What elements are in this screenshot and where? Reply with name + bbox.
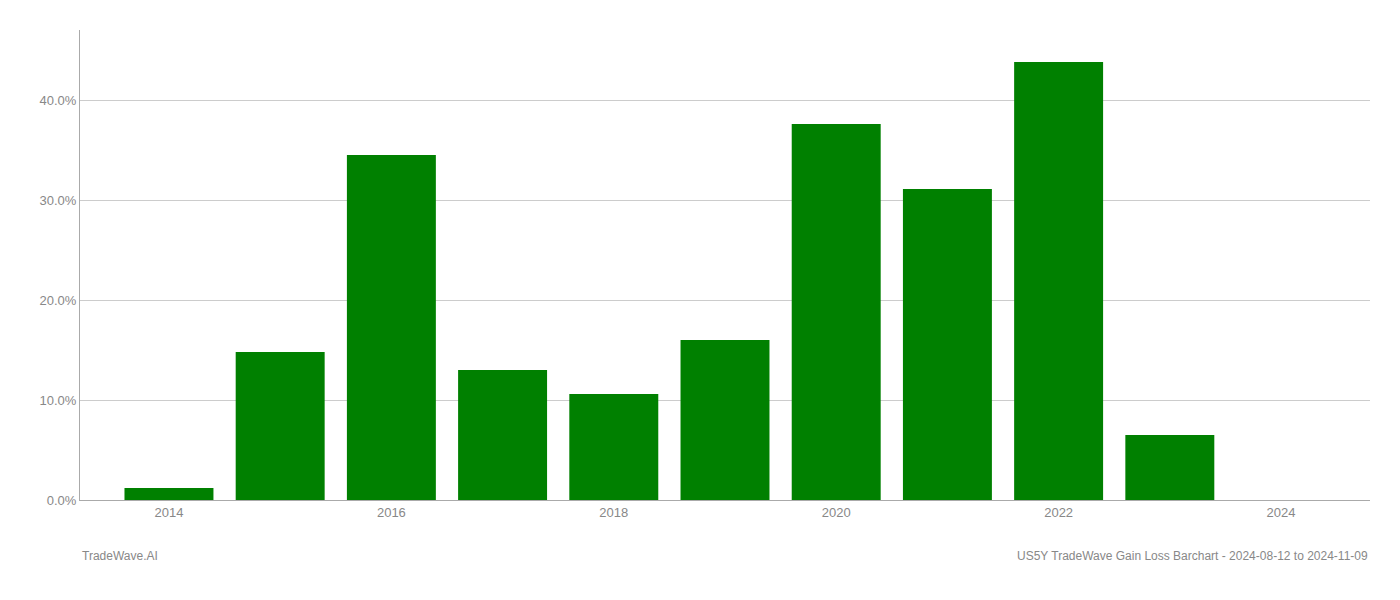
svg-text:2014: 2014: [155, 505, 184, 520]
svg-text:0.0%: 0.0%: [47, 493, 77, 508]
svg-text:2016: 2016: [377, 505, 406, 520]
svg-text:20.0%: 20.0%: [40, 293, 77, 308]
svg-text:2024: 2024: [1267, 505, 1296, 520]
svg-text:2022: 2022: [1044, 505, 1073, 520]
svg-text:US5Y TradeWave Gain Loss Barch: US5Y TradeWave Gain Loss Barchart - 2024…: [1017, 549, 1368, 563]
svg-text:40.0%: 40.0%: [40, 93, 77, 108]
svg-text:2018: 2018: [599, 505, 628, 520]
svg-text:30.0%: 30.0%: [40, 193, 77, 208]
svg-text:10.0%: 10.0%: [40, 393, 77, 408]
svg-text:2020: 2020: [822, 505, 851, 520]
svg-text:TradeWave.AI: TradeWave.AI: [82, 549, 158, 563]
